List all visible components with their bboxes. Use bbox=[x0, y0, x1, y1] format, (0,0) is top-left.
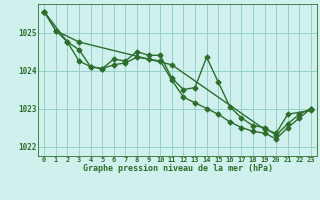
X-axis label: Graphe pression niveau de la mer (hPa): Graphe pression niveau de la mer (hPa) bbox=[83, 164, 273, 173]
